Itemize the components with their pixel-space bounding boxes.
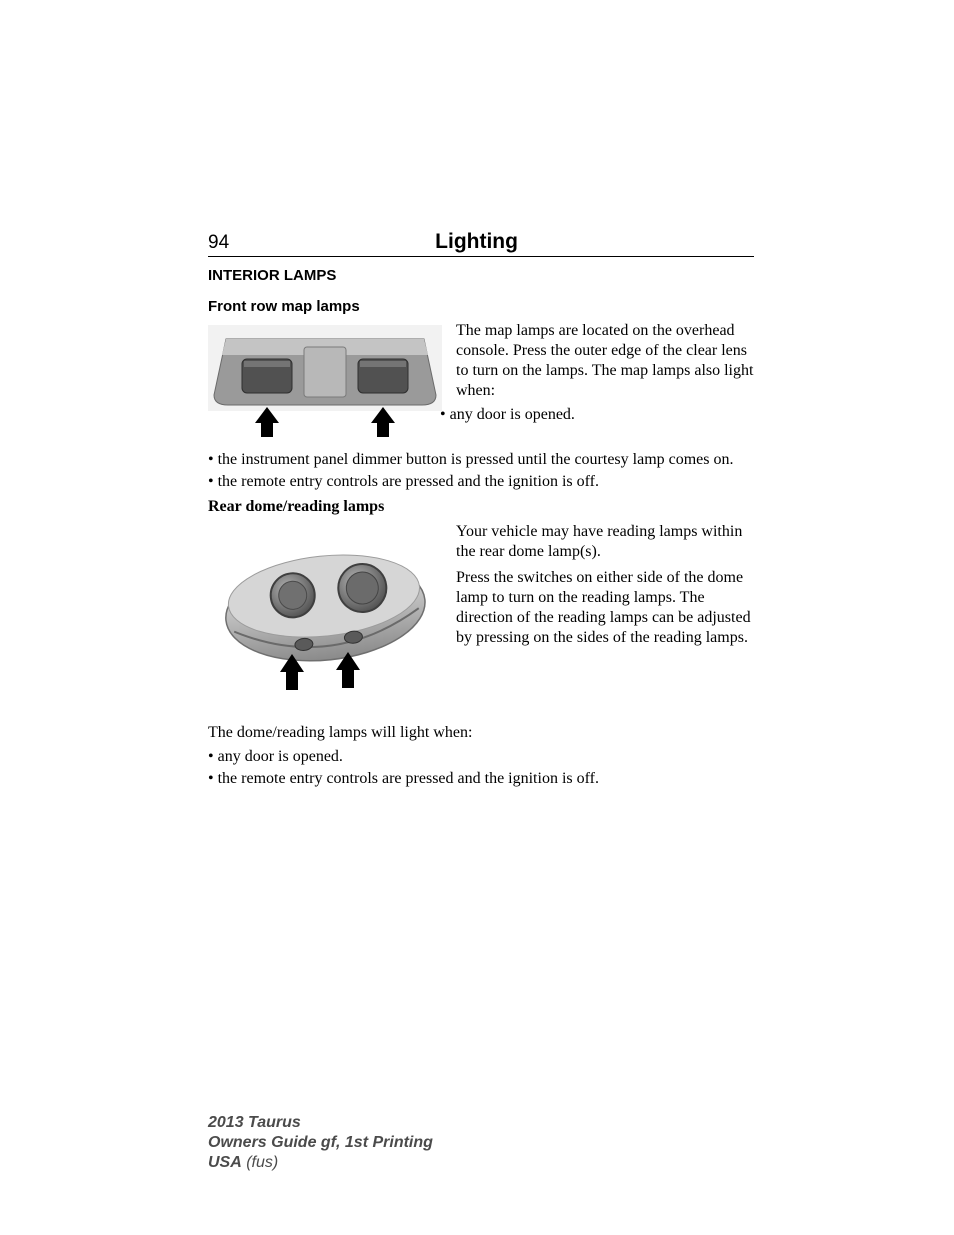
- footer-line1: 2013 Taurus: [208, 1113, 433, 1133]
- rear-lamps-heading: Rear dome/reading lamps: [208, 498, 754, 516]
- rear-lamps-after: The dome/reading lamps will light when:: [208, 723, 754, 743]
- front-lamps-heading: Front row map lamps: [208, 298, 754, 315]
- section-heading: INTERIOR LAMPS: [208, 267, 754, 284]
- footer-line3: USA (fus): [208, 1153, 433, 1173]
- chapter-title: Lighting: [199, 230, 754, 254]
- footer-line2: Owners Guide gf, 1st Printing: [208, 1133, 433, 1153]
- list-item: the remote entry controls are pressed an…: [208, 472, 754, 492]
- list-item: the remote entry controls are pressed an…: [208, 769, 754, 789]
- page-footer: 2013 Taurus Owners Guide gf, 1st Printin…: [208, 1113, 433, 1173]
- front-map-lamps-figure: [208, 325, 442, 442]
- rear-dome-lamps-figure: [208, 526, 442, 701]
- page-header: 94 Lighting: [208, 230, 754, 257]
- list-item: any door is opened.: [208, 747, 754, 767]
- list-item: the instrument panel dimmer button is pr…: [208, 450, 754, 470]
- front-lamps-bullets-full: the instrument panel dimmer button is pr…: [208, 450, 754, 492]
- rear-lamps-bullets: any door is opened. the remote entry con…: [208, 747, 754, 789]
